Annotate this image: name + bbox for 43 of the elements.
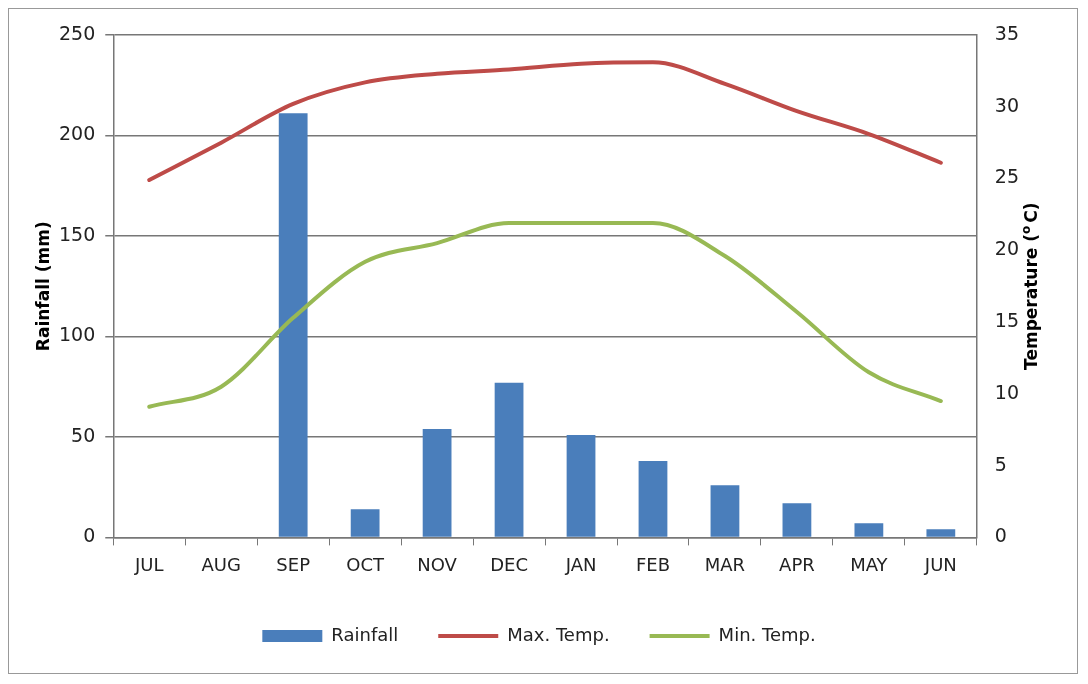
y2-tick-label: 30 [994,93,1020,116]
y2-tick-label: 25 [994,165,1020,188]
x-tick-label: FEB [635,553,671,575]
y2-tick-label: 10 [994,380,1020,403]
x-tick-label: MAR [704,553,746,575]
y-tick-label: 200 [59,122,96,145]
bar [350,509,380,537]
legend-label: Rainfall [331,623,399,645]
x-tick-label: SEP [276,553,311,575]
y2-tick-label: 15 [994,309,1020,332]
x-tick-label: JUN [923,553,957,575]
x-tick-label: APR [779,553,815,575]
bar [494,382,524,537]
x-tick-label: NOV [417,553,458,575]
y-tick-label: 0 [83,524,96,547]
y2-tick-label: 20 [994,237,1020,260]
y2-tick-label: 0 [994,524,1007,547]
bar [926,529,956,537]
y2-tick-label: 5 [994,452,1007,475]
line-series [147,60,943,182]
y-tick-label: 100 [59,323,96,346]
bar [422,428,452,537]
x-tick-label: JUL [133,553,164,575]
y-tick-label: 150 [59,222,96,245]
x-tick-label: OCT [346,553,386,575]
bar [566,434,596,537]
x-tick-label: MAY [850,553,889,575]
bar [710,485,740,537]
legend-label: Max. Temp. [507,623,610,645]
y2-axis-title: Temperature (oC) [1019,202,1042,370]
x-tick-label: JAN [564,553,597,575]
y-tick-label: 50 [71,423,96,446]
x-tick-label: DEC [490,553,528,575]
legend-label: Min. Temp. [718,623,816,645]
bar [782,503,812,537]
bar [278,113,308,537]
y-axis-title: Rainfall (mm) [33,221,54,352]
line-series [147,221,943,409]
y2-tick-label: 35 [994,21,1020,44]
bar [638,461,668,537]
y-tick-label: 250 [59,21,96,44]
bar [854,523,884,537]
x-tick-label: AUG [201,553,241,575]
